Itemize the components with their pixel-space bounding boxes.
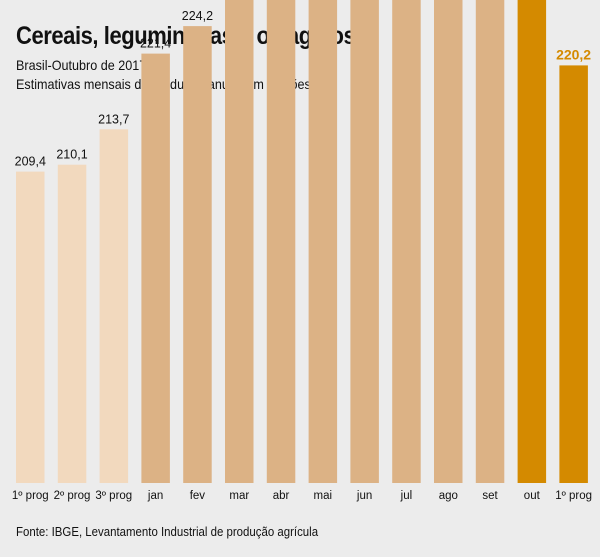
bar-10 bbox=[392, 0, 421, 483]
bar-6 bbox=[225, 0, 254, 483]
category-label-14: 1º prog bbox=[555, 490, 592, 502]
bar-7 bbox=[266, 0, 296, 484]
category-label-13: out bbox=[524, 490, 541, 502]
category-label-3: 3º prog bbox=[95, 490, 132, 502]
category-label-5: fev bbox=[190, 490, 206, 502]
category-label-1: 1º prog bbox=[12, 490, 49, 502]
chart-subtitle: Brasil-Outubro de 2017 bbox=[16, 57, 147, 73]
bar-1 bbox=[16, 171, 45, 483]
category-label-6: mar bbox=[229, 490, 249, 502]
category-label-10: jul bbox=[400, 490, 413, 502]
category-label-8: mai bbox=[314, 490, 333, 502]
bar-11 bbox=[434, 0, 463, 483]
data-label-3: 213,7 bbox=[98, 112, 129, 126]
bar-2 bbox=[57, 164, 87, 483]
bar-3 bbox=[99, 129, 129, 484]
bar-12 bbox=[475, 0, 505, 484]
data-label-5: 224,2 bbox=[182, 9, 213, 23]
data-label-2: 210,1 bbox=[56, 148, 87, 162]
bar-14 bbox=[559, 65, 588, 484]
bar-9 bbox=[350, 0, 379, 483]
category-label-12: set bbox=[482, 490, 498, 502]
bar-4 bbox=[141, 53, 170, 483]
category-label-11: ago bbox=[439, 490, 458, 502]
category-label-4: jan bbox=[147, 490, 163, 502]
source-note: Fonte: IBGE, Levantamento Industrial de … bbox=[16, 524, 319, 539]
bar-8 bbox=[308, 0, 338, 484]
data-label-14: 220,2 bbox=[556, 46, 591, 62]
category-label-7: abr bbox=[273, 490, 290, 502]
bar-13 bbox=[517, 0, 547, 484]
category-label-2: 2º prog bbox=[54, 490, 91, 502]
data-label-4: 221,4 bbox=[140, 37, 171, 51]
category-label-9: jun bbox=[356, 490, 372, 502]
data-label-1: 209,4 bbox=[15, 155, 46, 169]
bar-5 bbox=[183, 26, 212, 483]
